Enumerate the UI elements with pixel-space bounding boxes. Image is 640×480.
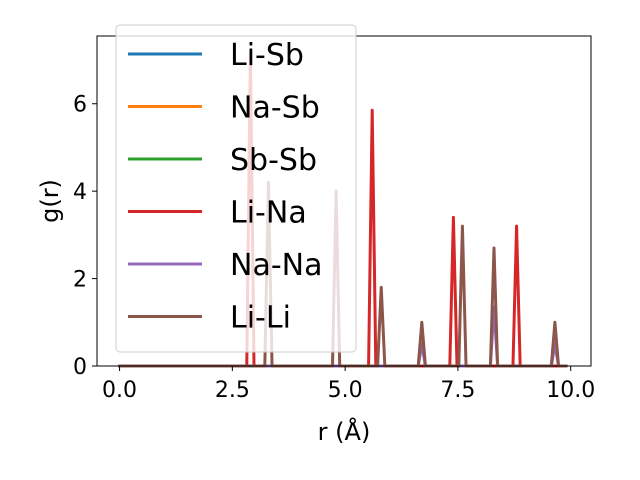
y-tick-label: 4 bbox=[73, 180, 87, 205]
x-tick-label: 10.0 bbox=[546, 378, 595, 403]
y-axis-label: g(r) bbox=[36, 179, 64, 223]
legend-label-na-sb: Na-Sb bbox=[230, 91, 320, 126]
x-tick-label: 7.5 bbox=[440, 378, 475, 403]
legend-label-na-na: Na-Na bbox=[230, 248, 322, 283]
y-tick-label: 6 bbox=[73, 93, 87, 118]
x-axis-label: r (Å) bbox=[318, 417, 371, 446]
y-tick-label: 2 bbox=[73, 268, 87, 293]
x-tick-label: 5.0 bbox=[328, 378, 363, 403]
y-tick-label: 0 bbox=[73, 355, 87, 380]
y-axis-ticks: 0 2 4 6 bbox=[73, 93, 97, 380]
x-tick-label: 2.5 bbox=[215, 378, 250, 403]
legend-label-li-li: Li-Li bbox=[230, 301, 291, 336]
legend-items: Li-Sb Na-Sb Sb-Sb Li-Na Na-Na Li-Li bbox=[128, 38, 322, 336]
legend-label-sb-sb: Sb-Sb bbox=[230, 143, 317, 178]
legend-label-li-sb: Li-Sb bbox=[230, 38, 304, 73]
legend-label-li-na: Li-Na bbox=[230, 196, 307, 231]
x-axis-ticks: 0.0 2.5 5.0 7.5 10.0 bbox=[102, 366, 595, 403]
x-tick-label: 0.0 bbox=[102, 378, 137, 403]
legend: Li-Sb Na-Sb Sb-Sb Li-Na Na-Na Li-Li bbox=[115, 24, 357, 353]
